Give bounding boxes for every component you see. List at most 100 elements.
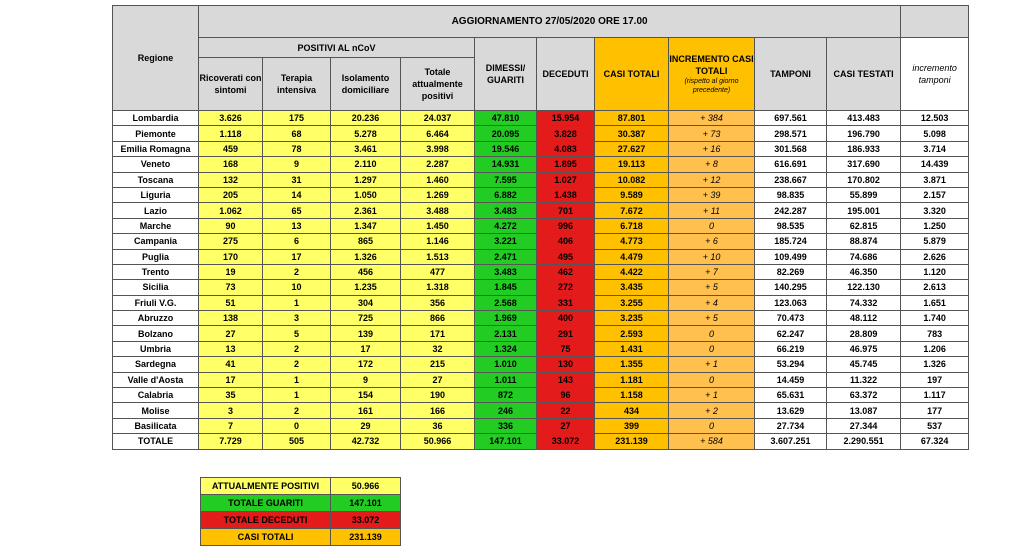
cell: 231.139: [594, 433, 669, 450]
cell: 298.571: [754, 125, 827, 142]
cell: 7.729: [198, 433, 263, 450]
cell: 5.278: [330, 125, 401, 142]
region-row: Umbria 13 2 17 32 1.324 75 1.431 0 66.219 46.975 1.…: [112, 340, 970, 358]
cell: 13: [198, 340, 263, 358]
cell: 196.790: [825, 125, 902, 142]
cell: 62.247: [754, 325, 827, 342]
cell: 13.087: [825, 402, 902, 419]
cell: 143: [536, 371, 595, 389]
cell: Valle d'Aosta: [112, 371, 199, 389]
cell: 50.966: [400, 433, 475, 450]
region-row: Sardegna 41 2 172 215 1.010 130 1.355 + 1 53.294 4…: [112, 356, 970, 373]
cell: 74.686: [825, 248, 902, 265]
cell: 168: [198, 156, 263, 173]
cell: Marche: [112, 217, 199, 235]
cell: 400: [536, 310, 595, 327]
cell: 2: [262, 340, 331, 358]
cell: 19.113: [594, 156, 669, 173]
region-row: Campania 275 6 865 1.146 3.221 406 4.773 + 6 185.…: [112, 233, 970, 250]
cell: 170: [198, 248, 263, 265]
header-cell: Terapia intensiva: [262, 57, 331, 111]
cell: 1.431: [594, 340, 669, 358]
cell: 27: [400, 371, 475, 389]
cell: 1.011: [474, 371, 537, 389]
cell: 3.871: [900, 171, 970, 188]
summary-label: TOTALE DECEDUTI: [200, 511, 331, 529]
cell: 66.219: [754, 340, 827, 358]
header-cell: Ricoverati con sintomi: [198, 57, 263, 111]
cell: + 5: [668, 279, 755, 296]
cell: 3.461: [330, 140, 401, 158]
cell: 27: [198, 325, 263, 342]
cell: 413.483: [825, 109, 902, 127]
cell: 1.120: [900, 263, 970, 281]
cell: 65.631: [754, 387, 827, 404]
cell: 1.324: [474, 340, 537, 358]
cell: 1.347: [330, 217, 401, 235]
cell: 5.879: [900, 233, 970, 250]
cell: 865: [330, 233, 401, 250]
cell: + 73: [668, 125, 755, 142]
cell: 0: [262, 417, 331, 435]
header-cell: Regione: [112, 5, 199, 111]
cell: 46.975: [825, 340, 902, 358]
cell: 24.037: [400, 109, 475, 127]
cell: 3.714: [900, 140, 970, 158]
cell: 6: [262, 233, 331, 250]
header-row: Regione AGGIORNAMENTO 27/05/2020 ORE 17.0…: [112, 5, 970, 111]
cell: 88.874: [825, 233, 902, 250]
cell: + 1: [668, 387, 755, 404]
cell: 616.691: [754, 156, 827, 173]
cell: Umbria: [112, 340, 199, 358]
cell: 537: [900, 417, 970, 435]
cell: 2: [262, 263, 331, 281]
cell: 3.488: [400, 202, 475, 219]
cell: 138: [198, 310, 263, 327]
cell: 495: [536, 248, 595, 265]
cell: 2.613: [900, 279, 970, 296]
cell: 3.626: [198, 109, 263, 127]
cell: 3.235: [594, 310, 669, 327]
cell: 2.626: [900, 248, 970, 265]
cell: 17: [198, 371, 263, 389]
cell: 9: [262, 156, 331, 173]
cell: + 16: [668, 140, 755, 158]
cell: 29: [330, 417, 401, 435]
cell: 6.882: [474, 186, 537, 204]
cell: 1.027: [536, 171, 595, 188]
cell: 9.589: [594, 186, 669, 204]
cell: 190: [400, 387, 475, 404]
cell: 336: [474, 417, 537, 435]
cell: 783: [900, 325, 970, 342]
region-row: Abruzzo 138 3 725 866 1.969 400 3.235 + 5 70.473 4…: [112, 310, 970, 327]
cell: 3.607.251: [754, 433, 827, 450]
cell: 175: [262, 109, 331, 127]
cell: + 10: [668, 248, 755, 265]
cell: 477: [400, 263, 475, 281]
cell: 275: [198, 233, 263, 250]
cell: 1.450: [400, 217, 475, 235]
cell: 291: [536, 325, 595, 342]
cell: 35: [198, 387, 263, 404]
cell: 170.802: [825, 171, 902, 188]
cell: 22: [536, 402, 595, 419]
cell: Lombardia: [112, 109, 199, 127]
cell: 725: [330, 310, 401, 327]
total-row: TOTALE 7.729 505 42.732 50.966 147.101 33.072 2…: [112, 433, 970, 450]
cell: 197: [900, 371, 970, 389]
region-row: Piemonte 1.118 68 5.278 6.464 20.095 3.828 30.3…: [112, 125, 970, 142]
cell: 70.473: [754, 310, 827, 327]
cell: 2.593: [594, 325, 669, 342]
region-row: Sicilia 73 10 1.235 1.318 1.845 272 3.435 + 5 140…: [112, 279, 970, 296]
cell: 154: [330, 387, 401, 404]
cell: 139: [330, 325, 401, 342]
cell: 171: [400, 325, 475, 342]
cell: 65: [262, 202, 331, 219]
cell: 14.931: [474, 156, 537, 173]
region-row: Toscana 132 31 1.297 1.460 7.595 1.027 10.082 + …: [112, 171, 970, 188]
summary-value: 33.072: [330, 511, 401, 529]
cell: 132: [198, 171, 263, 188]
cell: 3.255: [594, 294, 669, 312]
cell: 1.845: [474, 279, 537, 296]
